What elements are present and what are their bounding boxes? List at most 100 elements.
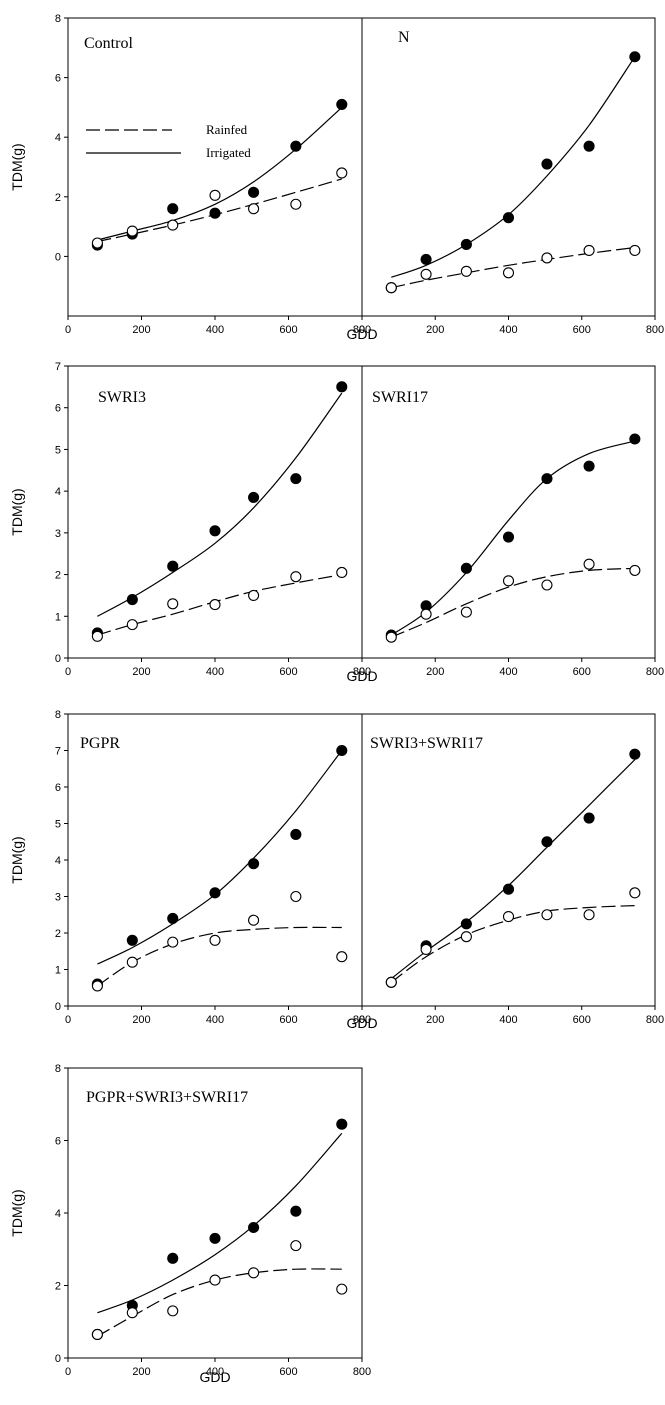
plot-frame	[67, 365, 363, 659]
x-tick-label: 0	[359, 666, 365, 678]
point-irrigated	[583, 460, 595, 472]
point-rainfed	[126, 1307, 138, 1319]
y-tick-label: 5	[55, 444, 61, 456]
point-irrigated	[583, 140, 595, 152]
x-tick-label: 200	[132, 1366, 150, 1378]
y-tick-label: 8	[55, 13, 61, 25]
fit-line-irrigated	[97, 392, 343, 617]
point-rainfed	[541, 909, 553, 921]
x-tick-label: 600	[279, 1014, 297, 1026]
x-tick-label: 0	[65, 666, 71, 678]
plot-frame	[67, 17, 363, 317]
point-irrigated	[336, 1118, 348, 1130]
point-rainfed	[336, 566, 348, 579]
point-irrigated	[209, 1232, 221, 1244]
point-rainfed	[290, 571, 302, 583]
point-irrigated	[629, 748, 641, 760]
y-tick-label: 4	[55, 132, 61, 144]
panel-5: 0 1 2 3 4 5 6 7 8 0 200 400 600 800 TDM(g) PGPR	[9, 709, 371, 1026]
y-tick-label: 4	[55, 1208, 61, 1220]
point-irrigated	[502, 531, 515, 543]
point-rainfed	[583, 909, 595, 921]
plot-frame	[361, 713, 656, 1007]
y-tick-label: 4	[55, 486, 61, 498]
x-tick-label: 0	[65, 1014, 71, 1026]
point-rainfed	[91, 980, 103, 992]
x-tick-label: 800	[353, 1366, 371, 1378]
point-irrigated	[248, 858, 260, 870]
point-rainfed	[126, 956, 138, 968]
point-irrigated	[290, 473, 302, 485]
point-irrigated	[460, 918, 472, 930]
point-irrigated	[336, 744, 348, 757]
x-tick-label: 600	[573, 666, 591, 678]
point-irrigated	[420, 253, 432, 265]
y-tick-label: 8	[55, 709, 61, 721]
panel-6: 0 200 400 600 800 SWRI3+SWRI17	[359, 713, 664, 1026]
x-tick-label: 800	[353, 1014, 371, 1026]
x-axis-label: GDD	[346, 668, 377, 684]
y-tick-label: 6	[55, 73, 61, 85]
x-tick-label: 400	[206, 1014, 224, 1026]
plot-frame	[361, 365, 656, 659]
panel-title: SWRI3+SWRI17	[370, 735, 483, 752]
y-tick-label: 4	[55, 855, 61, 867]
point-rainfed	[167, 219, 179, 231]
point-rainfed	[420, 268, 432, 280]
panel-1: 0 2 4 6 8 0 200 400 600 800 TDM(g) Control	[9, 13, 371, 336]
point-rainfed	[629, 564, 641, 576]
x-tick-label: 800	[353, 324, 371, 336]
y-tick-label: 0	[55, 1353, 61, 1365]
legend-label-irrigated: Irrigated	[206, 145, 251, 160]
panel-4: 0 200 400 600 800 SWRI17	[359, 365, 664, 678]
y-axis-label: TDM(g)	[9, 143, 25, 190]
x-tick-label: 800	[353, 666, 371, 678]
y-tick-label: 8	[55, 1063, 61, 1075]
point-irrigated	[290, 828, 302, 841]
point-rainfed	[336, 951, 348, 963]
x-tick-label: 400	[206, 1366, 224, 1378]
fit-line-rainfed	[391, 567, 635, 638]
panel-7: 0 2 4 6 8 0 200 400 600 800 TDM(g) PGPR+SWRI3+SWRI1…	[9, 1063, 371, 1378]
fit-line-irrigated	[97, 1132, 343, 1314]
point-rainfed	[541, 252, 553, 264]
y-tick-label: 2	[55, 192, 61, 204]
panel-title: Control	[84, 35, 133, 52]
point-irrigated	[541, 836, 553, 848]
x-tick-label: 200	[132, 1014, 150, 1026]
y-axis-label: TDM(g)	[9, 1189, 25, 1236]
plot-frame	[67, 713, 363, 1007]
x-tick-label: 600	[279, 666, 297, 678]
x-tick-label: 200	[132, 666, 150, 678]
x-tick-label: 400	[499, 324, 517, 336]
point-irrigated	[290, 1205, 302, 1217]
y-tick-label: 3	[55, 892, 61, 904]
x-tick-label: 800	[646, 1014, 664, 1026]
x-tick-label: 600	[279, 324, 297, 336]
point-rainfed	[385, 631, 397, 643]
point-rainfed	[209, 189, 221, 201]
x-tick-label: 400	[206, 324, 224, 336]
panel-title: N	[398, 29, 410, 46]
x-tick-label: 200	[132, 324, 150, 336]
point-rainfed	[460, 606, 472, 618]
x-tick-label: 400	[499, 666, 517, 678]
panel-title: SWRI17	[372, 389, 428, 406]
x-axis-label: GDD	[199, 1369, 230, 1385]
point-irrigated	[248, 491, 260, 503]
point-irrigated	[126, 934, 138, 946]
x-tick-label: 600	[573, 324, 591, 336]
panel-title: SWRI3	[98, 389, 146, 406]
y-tick-label: 1	[55, 965, 61, 977]
x-tick-label: 0	[359, 324, 365, 336]
point-irrigated	[167, 1252, 179, 1264]
point-irrigated	[460, 238, 472, 251]
point-rainfed	[460, 265, 472, 277]
y-tick-label: 2	[55, 570, 61, 582]
point-irrigated	[541, 158, 553, 170]
y-axis-label: TDM(g)	[9, 488, 25, 535]
point-rainfed	[629, 244, 641, 256]
x-axis-label: GDD	[346, 1015, 377, 1031]
point-irrigated	[209, 207, 221, 219]
